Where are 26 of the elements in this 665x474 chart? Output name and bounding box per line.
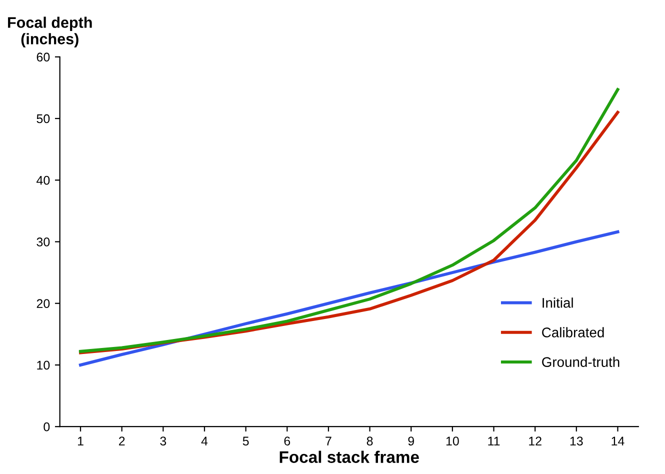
legend-label: Initial <box>542 298 573 308</box>
x-tick-label: 1 <box>78 436 84 446</box>
y-tick-label: 0 <box>44 422 50 432</box>
x-axis-title: Focal stack frame <box>280 450 419 463</box>
x-tick-label: 12 <box>529 436 542 446</box>
x-tick-label: 11 <box>488 436 500 446</box>
y-tick-label: 10 <box>37 360 50 370</box>
y-tick-label: 20 <box>36 299 50 308</box>
x-tick-label: 6 <box>284 436 290 446</box>
x-tick-label: 5 <box>242 436 249 446</box>
x-tick-label: 9 <box>408 436 414 446</box>
y-tick-label: 50 <box>36 114 50 124</box>
y-tick-label: 40 <box>36 176 50 185</box>
legend-label: Ground-truth <box>542 356 620 367</box>
x-tick-label: 14 <box>612 436 624 446</box>
x-tick-label: 3 <box>160 436 166 446</box>
x-tick-label: 4 <box>201 436 208 446</box>
legend-label: Calibrated <box>542 327 604 338</box>
x-tick-label: 8 <box>366 436 373 446</box>
y-axis-title: Focal depth (inches) <box>8 16 92 48</box>
x-tick-label: 10 <box>446 436 459 446</box>
x-tick-label: 13 <box>570 436 583 446</box>
x-tick-label: 7 <box>326 436 332 446</box>
x-tick-label: 2 <box>118 436 125 446</box>
y-tick-label: 60 <box>36 52 50 62</box>
y-tick-label: 30 <box>36 238 50 246</box>
